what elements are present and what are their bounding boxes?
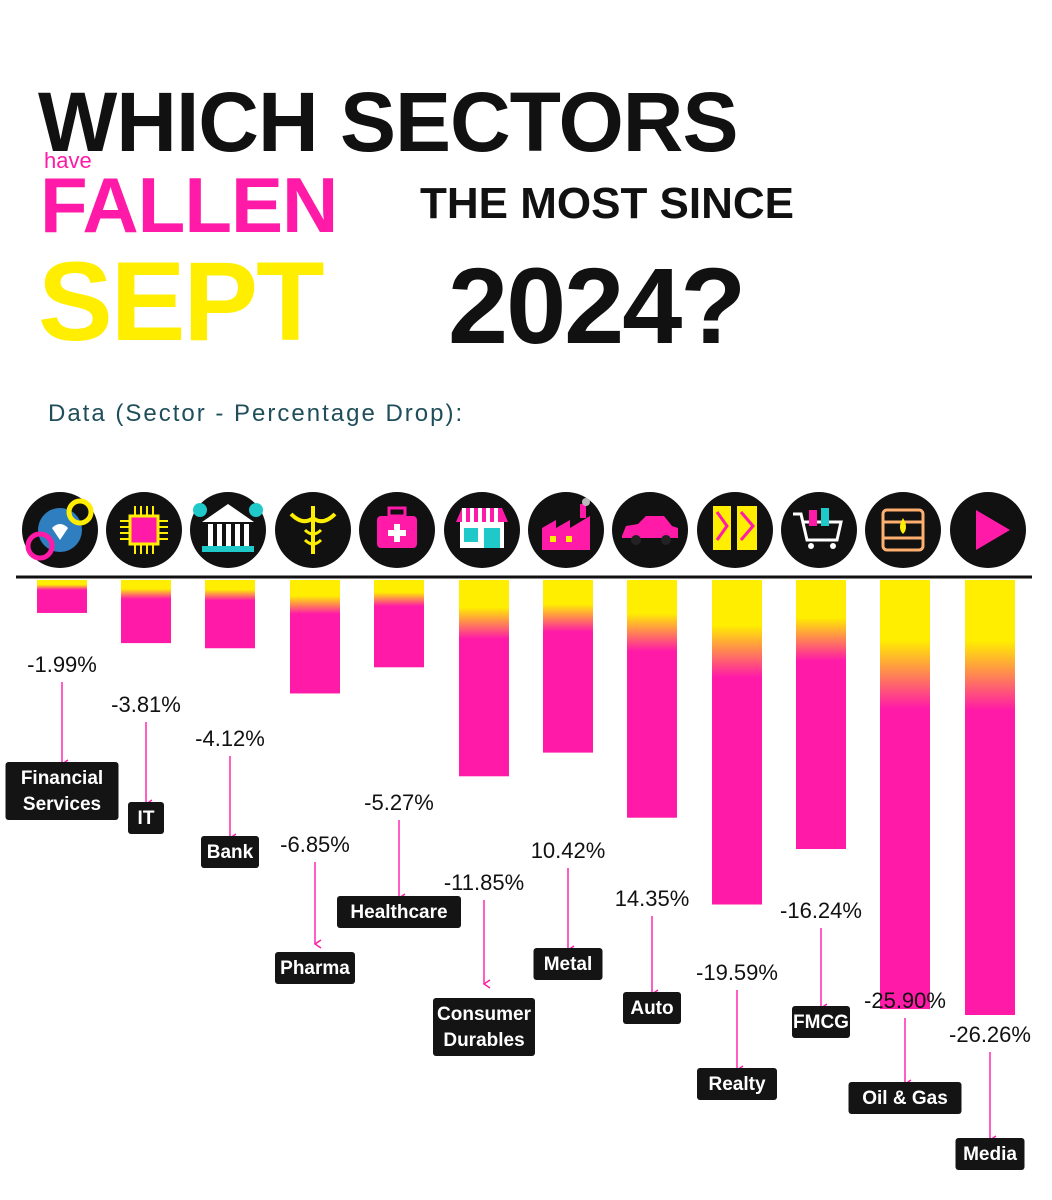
title-word-sept: SEPT: [38, 239, 325, 364]
sector-name-1-0: IT: [138, 808, 155, 829]
title-word-fallen: FALLEN: [40, 161, 338, 249]
chip-icon: [106, 492, 182, 568]
value-label-11: -26.26%: [949, 1022, 1031, 1047]
sector-label-4: Healthcare: [337, 896, 461, 928]
bar-5: [459, 580, 509, 777]
play-icon: [950, 492, 1026, 568]
value-label-3: -6.85%: [280, 832, 350, 857]
car-icon: [612, 492, 688, 568]
sector-label-8: Realty: [697, 1068, 777, 1100]
value-label-5: -11.85%: [444, 870, 524, 895]
sector-name-2-0: Bank: [207, 842, 254, 863]
title-words-the-most-since: THE MOST SINCE: [420, 179, 795, 228]
sector-name-5-1: Durables: [443, 1030, 524, 1051]
bar-11: [965, 580, 1015, 1015]
sector-name-0-0: Financial: [21, 768, 103, 789]
value-label-6: 10.42%: [531, 838, 606, 863]
sector-name-5-0: Consumer: [437, 1004, 532, 1025]
bar-0: [37, 580, 87, 613]
bar-10: [880, 580, 930, 1010]
value-label-0: -1.99%: [27, 652, 97, 677]
value-label-2: -4.12%: [195, 726, 265, 751]
sector-label-5: Consumer Durables: [433, 998, 535, 1056]
buildings-icon: [697, 492, 773, 568]
oil-barrel-icon: [865, 492, 941, 568]
value-label-4: -5.27%: [364, 790, 434, 815]
sector-label-11: Media: [955, 1138, 1025, 1170]
sector-name-8-0: Realty: [708, 1074, 765, 1095]
value-label-7: 14.35%: [615, 886, 690, 911]
sector-name-4-0: Healthcare: [350, 902, 447, 923]
bar-8: [712, 580, 762, 905]
value-label-8: -19.59%: [696, 960, 778, 985]
title-word-have: have: [44, 148, 92, 173]
bar-3: [290, 580, 340, 694]
value-label-9: -16.24%: [780, 898, 862, 923]
bar-1: [121, 580, 171, 644]
bar-9: [796, 580, 846, 850]
sector-label-9: FMCG: [792, 1006, 850, 1038]
value-label-10: -25.90%: [864, 988, 946, 1013]
globe-network-icon: [22, 492, 98, 568]
store-icon: [444, 492, 520, 568]
caduceus-icon: [275, 492, 351, 568]
chart-subtitle: Data (Sector - Percentage Drop):: [48, 400, 465, 427]
sector-label-7: Auto: [623, 992, 681, 1024]
sector-label-3: Pharma: [275, 952, 355, 984]
value-label-1: -3.81%: [111, 692, 181, 717]
sector-name-10-0: Oil & Gas: [862, 1088, 948, 1109]
sector-name-6-0: Metal: [544, 954, 593, 975]
sector-label-1: IT: [128, 802, 164, 834]
factory-icon: [528, 492, 604, 568]
sector-label-6: Metal: [533, 948, 603, 980]
title-line-which-sectors: WHICH SECTORS: [38, 75, 738, 169]
bar-2: [205, 580, 255, 649]
bar-6: [543, 580, 593, 753]
bar-4: [374, 580, 424, 668]
sector-name-0-1: Services: [23, 794, 101, 815]
shopping-cart-icon: [781, 492, 857, 568]
bank-building-icon: [190, 492, 266, 568]
medical-kit-icon: [359, 492, 435, 568]
sector-name-11-0: Media: [963, 1144, 1017, 1165]
sector-name-3-0: Pharma: [280, 958, 350, 979]
sector-name-7-0: Auto: [630, 998, 673, 1019]
sector-label-0: Financial Services: [5, 762, 119, 820]
title-word-year: 2024?: [448, 245, 746, 366]
sector-label-2: Bank: [201, 836, 259, 868]
sector-label-10: Oil & Gas: [848, 1082, 962, 1114]
sector-name-9-0: FMCG: [793, 1012, 849, 1033]
bar-7: [627, 580, 677, 818]
